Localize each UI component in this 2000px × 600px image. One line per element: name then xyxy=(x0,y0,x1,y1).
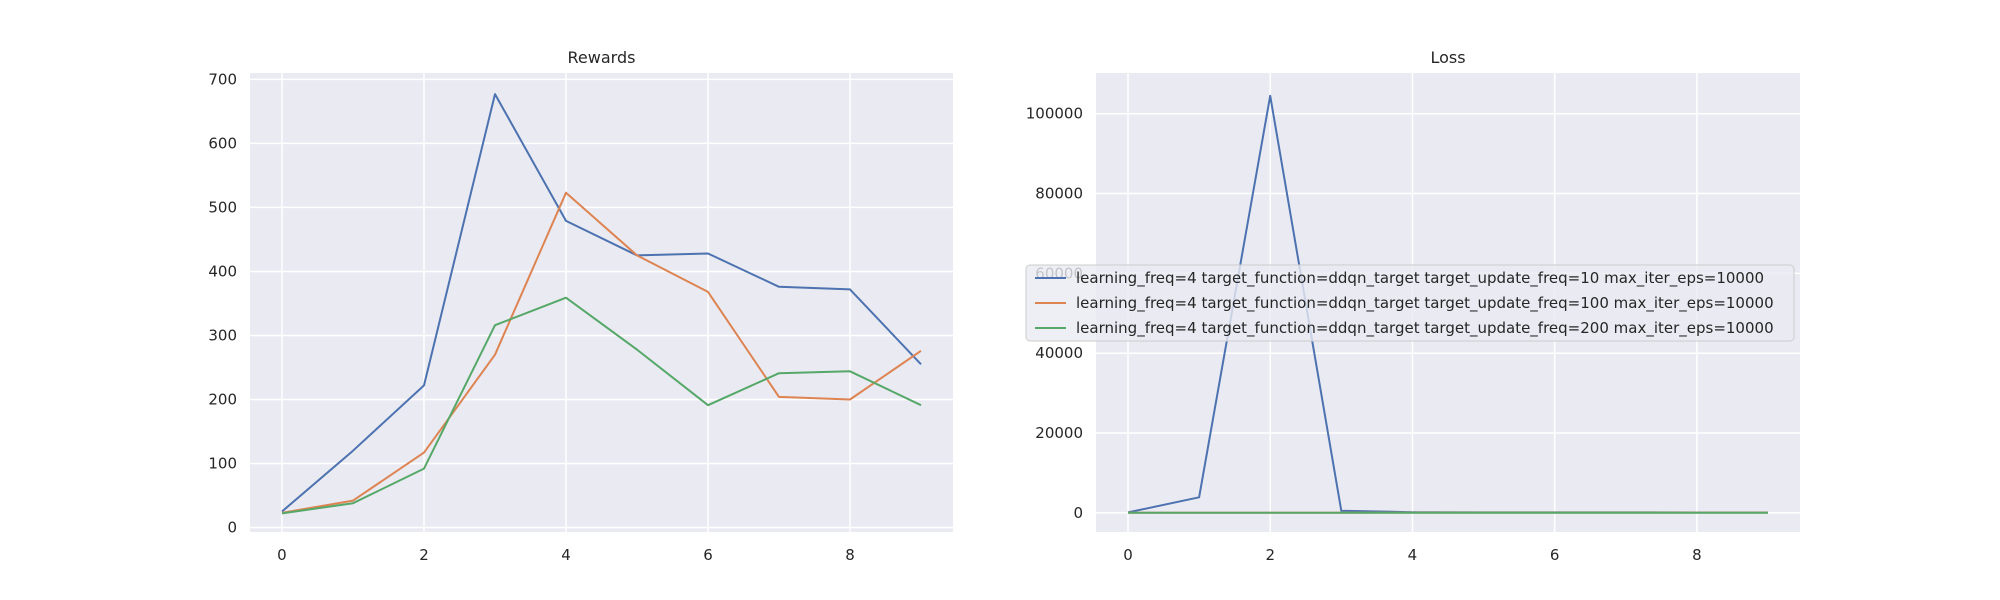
rewards-y-tick-label: 700 xyxy=(208,70,237,88)
rewards-x-tick-label: 6 xyxy=(703,546,713,564)
rewards-y-tick-label: 600 xyxy=(208,134,237,152)
loss-y-tick-label: 40000 xyxy=(1035,344,1083,362)
rewards-chart: 0 2 4 6 8 0 100 200 300 400 500 600 700 Rewards xyxy=(208,48,953,564)
legend-label-3: learning_freq=4 target_function=ddqn_tar… xyxy=(1076,319,1774,338)
rewards-y-tick-label: 200 xyxy=(208,390,237,408)
rewards-y-tick-label: 100 xyxy=(208,455,237,473)
loss-x-tick-label: 8 xyxy=(1692,546,1702,564)
rewards-plot-area xyxy=(250,73,953,532)
rewards-y-tick-label: 500 xyxy=(208,198,237,216)
loss-y-tick-label: 80000 xyxy=(1035,185,1083,203)
rewards-title: Rewards xyxy=(568,48,636,67)
loss-x-tick-label: 2 xyxy=(1265,546,1275,564)
loss-title: Loss xyxy=(1430,48,1465,67)
loss-x-tick-label: 6 xyxy=(1550,546,1560,564)
loss-x-tick-label: 4 xyxy=(1408,546,1418,564)
rewards-x-tick-label: 0 xyxy=(277,546,287,564)
loss-y-tick-label: 0 xyxy=(1073,504,1083,522)
rewards-y-tick-label: 300 xyxy=(208,326,237,344)
loss-x-tick-label: 0 xyxy=(1123,546,1133,564)
loss-y-tick-label: 100000 xyxy=(1026,105,1083,123)
legend-box xyxy=(1025,264,1795,342)
rewards-x-tick-label: 2 xyxy=(419,546,429,564)
rewards-series-line-3 xyxy=(281,296,922,515)
legend-label-2: learning_freq=4 target_function=ddqn_tar… xyxy=(1076,294,1774,313)
rewards-y-tick-label: 400 xyxy=(208,262,237,280)
rewards-series-line-2 xyxy=(281,191,922,514)
legend-label-1: learning_freq=4 target_function=ddqn_tar… xyxy=(1076,269,1764,288)
rewards-y-tick-label: 0 xyxy=(227,519,237,537)
rewards-x-tick-label: 4 xyxy=(561,546,571,564)
rewards-x-tick-label: 8 xyxy=(845,546,855,564)
legend: learning_freq=4 target_function=ddqn_tar… xyxy=(1025,264,1795,342)
loss-y-tick-label: 20000 xyxy=(1035,424,1083,442)
rewards-series-line-1 xyxy=(281,93,922,513)
